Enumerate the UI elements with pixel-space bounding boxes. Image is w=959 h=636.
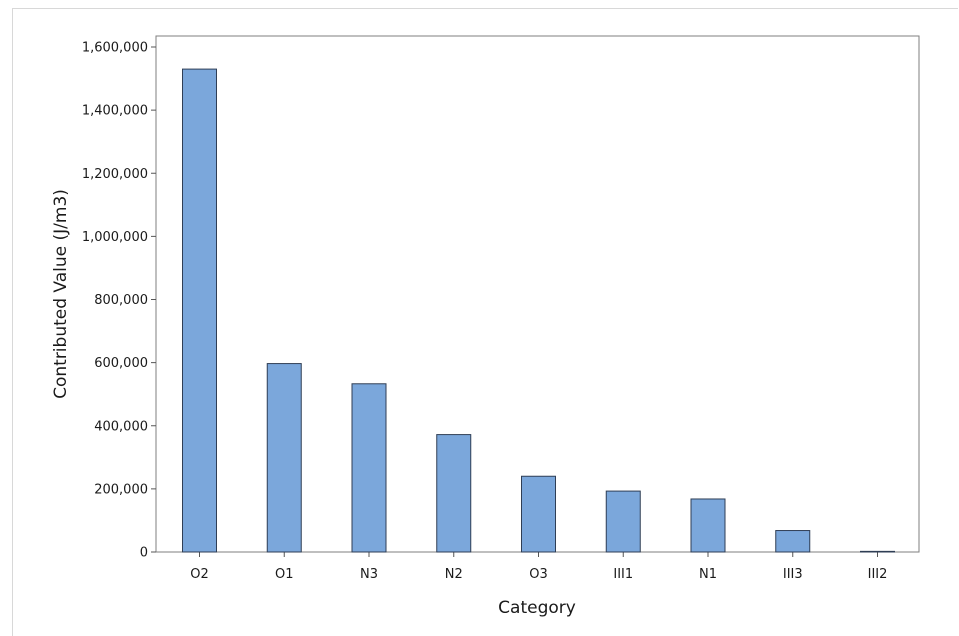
bar-o2	[182, 68, 217, 553]
x-tick-label: N3	[360, 567, 378, 582]
x-tick-label: O1	[275, 567, 294, 582]
y-tick-label: 0	[140, 546, 148, 561]
y-tick-label: 200,000	[94, 482, 148, 497]
y-axis: 0 200,000 400,000 600,000 800,000 1,000,000 1,…	[82, 41, 156, 561]
x-axis-title: Category	[498, 598, 576, 618]
bar-iii1	[605, 490, 641, 553]
y-tick-label: 1,000,000	[82, 230, 148, 245]
y-tick-label: 1,200,000	[82, 167, 148, 182]
x-tick-label: III1	[613, 567, 633, 582]
x-tick-label: O3	[529, 567, 548, 582]
x-tick-label: III2	[868, 567, 888, 582]
x-tick-label: O2	[190, 567, 209, 582]
y-tick-label: 1,400,000	[82, 104, 148, 119]
bar-o3	[521, 475, 556, 553]
bar-o1	[266, 363, 302, 553]
bar-iii2	[860, 550, 895, 553]
y-tick-label: 800,000	[94, 293, 148, 308]
y-axis-title: Contributed Value (J/m3)	[51, 189, 71, 399]
bar-iii3	[775, 530, 811, 553]
x-tick-label: III3	[783, 567, 803, 582]
x-axis: O2 O1 N3 N2 O3 III1 N1 III3 III2	[190, 552, 887, 582]
x-tick-label: N1	[699, 567, 717, 582]
y-tick-label: 600,000	[94, 356, 148, 371]
bars	[182, 68, 895, 553]
x-tick-label: N2	[445, 567, 463, 582]
bar-n1	[690, 498, 726, 553]
bar-n2	[436, 434, 472, 553]
bar-n3	[351, 383, 387, 553]
y-tick-label: 1,600,000	[82, 41, 148, 56]
y-tick-label: 400,000	[94, 419, 148, 434]
chart-frame	[12, 8, 958, 636]
